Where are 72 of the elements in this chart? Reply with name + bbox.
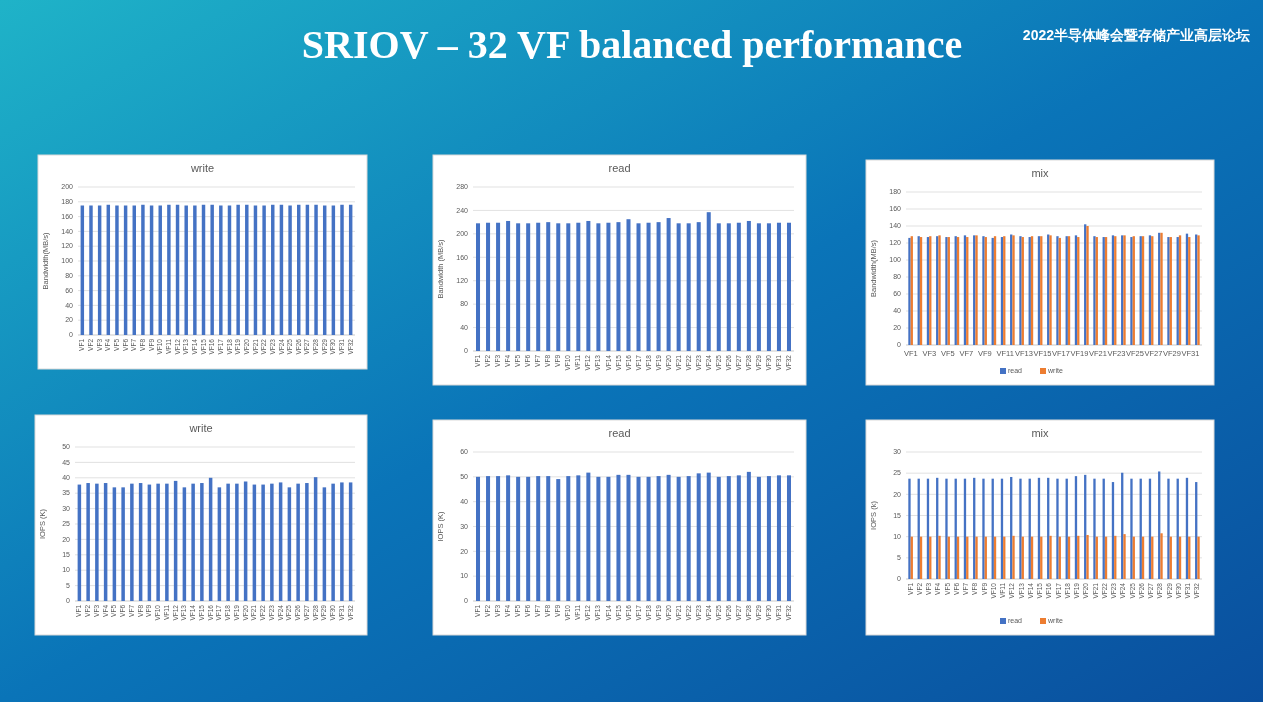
bar xyxy=(676,223,681,351)
bar xyxy=(596,223,601,351)
bar xyxy=(496,222,501,351)
bar xyxy=(506,220,511,351)
bar xyxy=(566,223,571,351)
bar xyxy=(586,220,591,351)
bar xyxy=(235,483,239,601)
bar xyxy=(696,222,701,351)
bar xyxy=(1167,478,1170,579)
bar xyxy=(1012,535,1015,579)
bar xyxy=(756,223,761,351)
bar xyxy=(656,222,661,351)
bar xyxy=(331,483,335,601)
bar xyxy=(766,223,771,351)
chart-title: write xyxy=(189,162,215,174)
bar xyxy=(261,484,265,601)
chart-title: read xyxy=(608,162,631,174)
bar xyxy=(516,223,521,351)
chart-title: write xyxy=(188,422,213,434)
bar xyxy=(476,223,481,351)
bar xyxy=(556,223,561,351)
bar xyxy=(1093,478,1096,579)
bar xyxy=(200,483,204,601)
bar xyxy=(666,218,671,351)
bar xyxy=(226,483,230,601)
chart-title: read xyxy=(608,427,631,439)
text: 2022半导体峰会暨存储产业高层论坛 xyxy=(1022,27,1250,43)
bar xyxy=(576,222,581,351)
bar xyxy=(716,223,721,351)
bar xyxy=(945,478,948,579)
bar xyxy=(156,483,160,601)
bar xyxy=(786,222,791,351)
bar xyxy=(1160,533,1163,579)
bar xyxy=(746,220,751,351)
bar xyxy=(526,223,531,351)
bar xyxy=(908,478,911,579)
bar xyxy=(536,222,541,351)
bar xyxy=(305,483,309,601)
chart-title: mix xyxy=(1031,427,1050,439)
bar xyxy=(1130,478,1133,579)
bar xyxy=(1123,534,1126,579)
bar xyxy=(486,222,491,351)
bar xyxy=(626,219,631,351)
bar xyxy=(975,536,978,579)
bar xyxy=(546,222,551,351)
bar xyxy=(776,222,781,351)
bar xyxy=(686,223,691,351)
bar xyxy=(726,223,731,351)
bar xyxy=(1049,535,1052,579)
bar xyxy=(1056,478,1059,579)
text: SRIOV – 32 VF balanced performance xyxy=(301,22,963,67)
bar xyxy=(1086,534,1089,579)
bar xyxy=(1197,536,1200,579)
bar xyxy=(165,483,169,601)
bar xyxy=(296,483,300,601)
bar xyxy=(191,483,195,601)
bar xyxy=(270,483,274,601)
bar xyxy=(340,482,344,601)
bar xyxy=(646,222,651,351)
bar xyxy=(982,478,985,579)
bar xyxy=(636,223,641,351)
bar xyxy=(130,483,134,601)
bar xyxy=(1019,478,1022,579)
chart-title: mix xyxy=(1031,167,1050,179)
bar xyxy=(121,487,125,601)
bar xyxy=(706,212,711,351)
bar xyxy=(95,483,99,601)
bar xyxy=(736,222,741,351)
bar xyxy=(616,222,621,351)
bar xyxy=(86,483,90,601)
bar xyxy=(938,535,941,579)
bar xyxy=(606,222,611,351)
